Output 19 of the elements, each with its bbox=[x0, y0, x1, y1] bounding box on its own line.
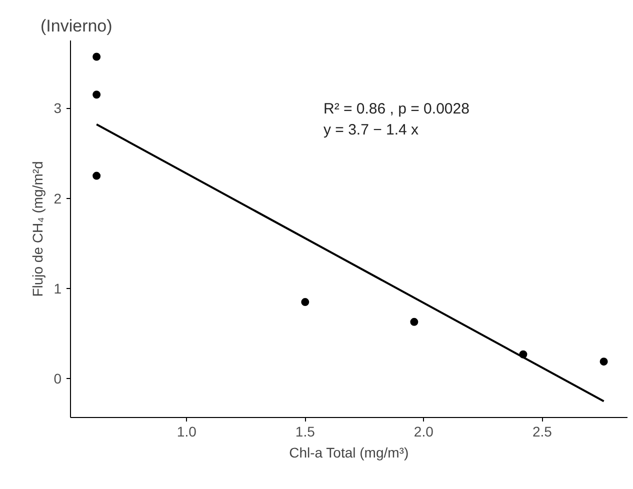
y-tick-label: 1 bbox=[54, 280, 62, 297]
point bbox=[301, 298, 310, 306]
y-tick-label: 2 bbox=[54, 190, 62, 206]
x-tick-label: 2.5 bbox=[532, 424, 552, 440]
y-axis-title: Flujo de CH₄ (mg/m²d bbox=[30, 161, 46, 297]
annotation: R² = 0.86 , p = 0.0028 bbox=[324, 100, 470, 118]
point bbox=[92, 90, 101, 99]
point bbox=[600, 358, 608, 366]
x-axis-title: Chl-a Total (mg/m³) bbox=[289, 444, 409, 460]
point bbox=[92, 52, 101, 61]
point bbox=[410, 318, 418, 326]
x-tick-label: 1.5 bbox=[295, 424, 316, 440]
y-tick-label: 3 bbox=[54, 100, 62, 116]
chart-title: (Invierno) bbox=[40, 16, 112, 36]
annotation: y = 3.7 − 1.4 x bbox=[324, 122, 420, 138]
x-tick-label: 2.0 bbox=[414, 424, 434, 440]
y-tick-label: 0 bbox=[54, 370, 62, 387]
point bbox=[92, 172, 101, 180]
x-tick-label: 1.0 bbox=[176, 424, 197, 440]
